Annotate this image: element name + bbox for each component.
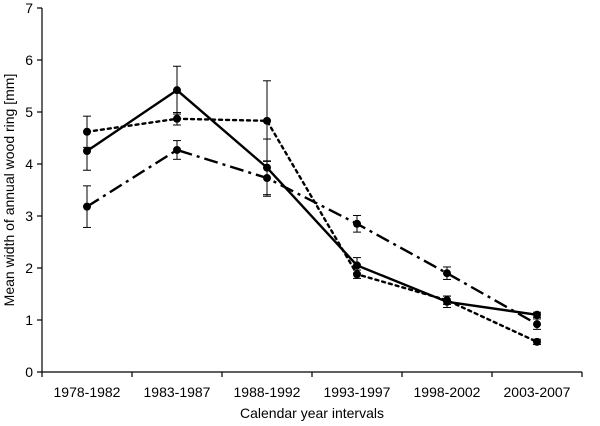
series-line [85,117,539,344]
data-point [353,270,361,279]
y-tick-label: 4 [25,156,33,172]
data-point [263,174,271,183]
data-point [443,269,451,278]
y-tick-label: 2 [25,260,33,276]
data-point [443,296,451,305]
x-tick-label: 2003-2007 [504,384,571,400]
y-axis-title: Mean width of annual wood ring [mm] [1,74,17,307]
data-point [353,219,361,228]
x-tick-label: 1983-1987 [144,384,211,400]
data-point [263,116,271,125]
series-solid [83,65,541,319]
y-tick-label: 0 [25,364,33,380]
series-dash-dot [83,140,541,330]
x-tick-label: 1978-1982 [54,384,121,400]
x-tick-label: 1993-1997 [324,384,391,400]
x-tick-label: 1998-2002 [414,384,481,400]
data-point [173,86,181,95]
y-ticks: 0 1 2 3 4 5 6 7 [25,0,42,380]
y-tick-label: 7 [25,0,33,16]
axes [41,8,582,373]
y-tick-label: 3 [25,208,33,224]
series-layer [83,65,541,346]
data-point [173,114,181,123]
data-point [83,202,91,211]
y-tick-label: 1 [25,312,33,328]
series-dotted [83,80,541,346]
y-tick-label: 6 [25,52,33,68]
data-point [353,261,361,270]
series-line [86,88,538,316]
y-tick-label: 5 [25,104,33,120]
data-point [533,337,541,346]
data-point [83,147,91,155]
data-point [83,127,91,136]
x-tick-label: 1988-1992 [234,384,301,400]
series-line [86,148,538,326]
data-point [533,310,541,319]
x-ticks: 1978-1982 1983-1987 1988-1992 1993-1997 1998… [41,372,583,400]
x-axis-title: Calendar year intervals [240,405,384,421]
data-point [173,145,181,154]
data-point [533,320,541,329]
